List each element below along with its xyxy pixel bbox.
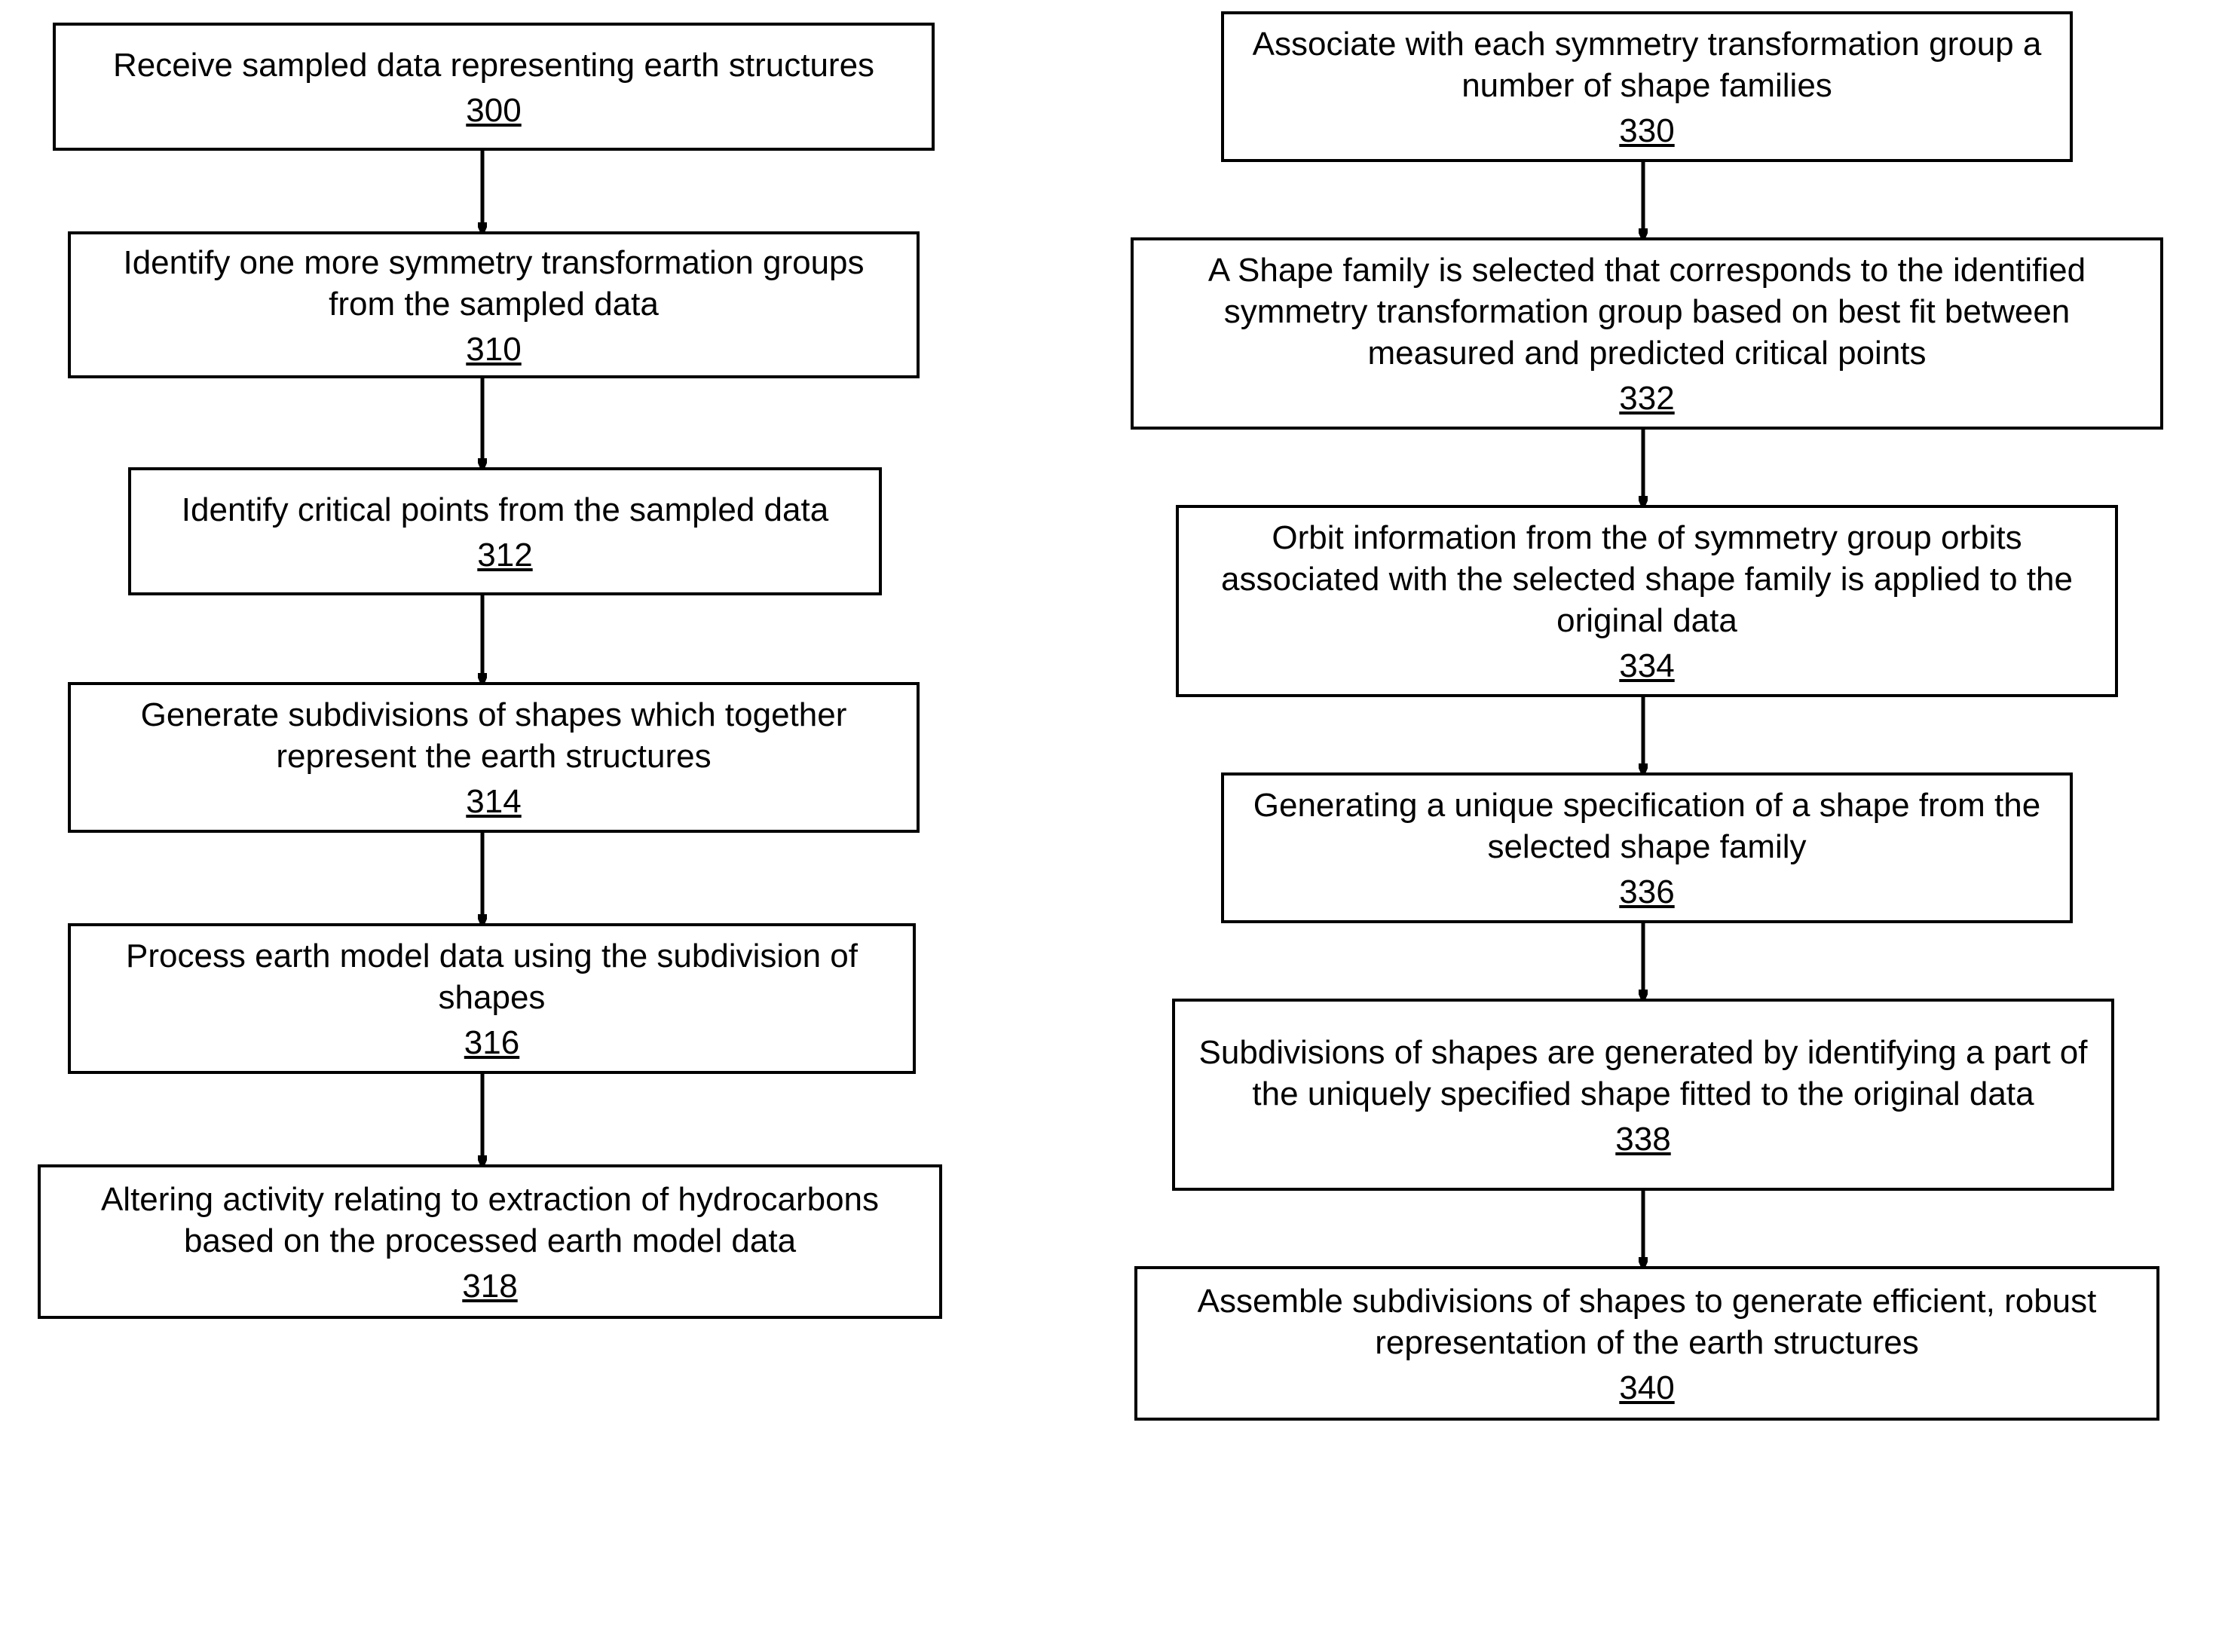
node-label: Receive sampled data representing earth …: [113, 44, 874, 86]
node-label: Generating a unique specification of a s…: [1245, 785, 2049, 867]
node-label: Identify critical points from the sample…: [182, 489, 828, 531]
flowchart-node-314: Generate subdivisions of shapes which to…: [68, 682, 920, 833]
node-label: A Shape family is selected that correspo…: [1155, 249, 2139, 374]
flowchart-node-300: Receive sampled data representing earth …: [53, 23, 935, 151]
flowchart-node-332: A Shape family is selected that correspo…: [1131, 237, 2163, 430]
node-ref: 332: [1619, 380, 1674, 418]
node-label: Subdivisions of shapes are generated by …: [1196, 1032, 2090, 1115]
node-ref: 318: [462, 1268, 517, 1305]
node-ref: 314: [466, 783, 521, 821]
node-ref: 300: [466, 92, 521, 130]
node-label: Identify one more symmetry transformatio…: [92, 242, 895, 325]
node-ref: 334: [1619, 647, 1674, 685]
node-label: Assemble subdivisions of shapes to gener…: [1158, 1280, 2135, 1363]
node-label: Orbit information from the of symmetry g…: [1200, 517, 2094, 641]
node-ref: 336: [1619, 873, 1674, 911]
flowchart-node-318: Altering activity relating to extraction…: [38, 1164, 942, 1319]
node-ref: 330: [1619, 112, 1674, 150]
node-label: Process earth model data using the subdi…: [92, 935, 892, 1018]
flowchart-node-316: Process earth model data using the subdi…: [68, 923, 916, 1074]
node-ref: 312: [477, 537, 532, 574]
flowchart-node-312: Identify critical points from the sample…: [128, 467, 882, 595]
flowchart-node-336: Generating a unique specification of a s…: [1221, 772, 2073, 923]
flowchart-node-334: Orbit information from the of symmetry g…: [1176, 505, 2118, 697]
node-label: Associate with each symmetry transformat…: [1245, 23, 2049, 106]
node-ref: 316: [464, 1024, 519, 1062]
flowchart-node-310: Identify one more symmetry transformatio…: [68, 231, 920, 378]
node-label: Generate subdivisions of shapes which to…: [92, 694, 895, 777]
node-ref: 310: [466, 331, 521, 369]
flowchart-node-340: Assemble subdivisions of shapes to gener…: [1134, 1266, 2159, 1421]
flowchart-canvas: Receive sampled data representing earth …: [0, 0, 2219, 1652]
flowchart-node-330: Associate with each symmetry transformat…: [1221, 11, 2073, 162]
flowchart-node-338: Subdivisions of shapes are generated by …: [1172, 999, 2114, 1191]
node-ref: 340: [1619, 1369, 1674, 1407]
node-ref: 338: [1615, 1121, 1670, 1158]
node-label: Altering activity relating to extraction…: [62, 1179, 918, 1262]
